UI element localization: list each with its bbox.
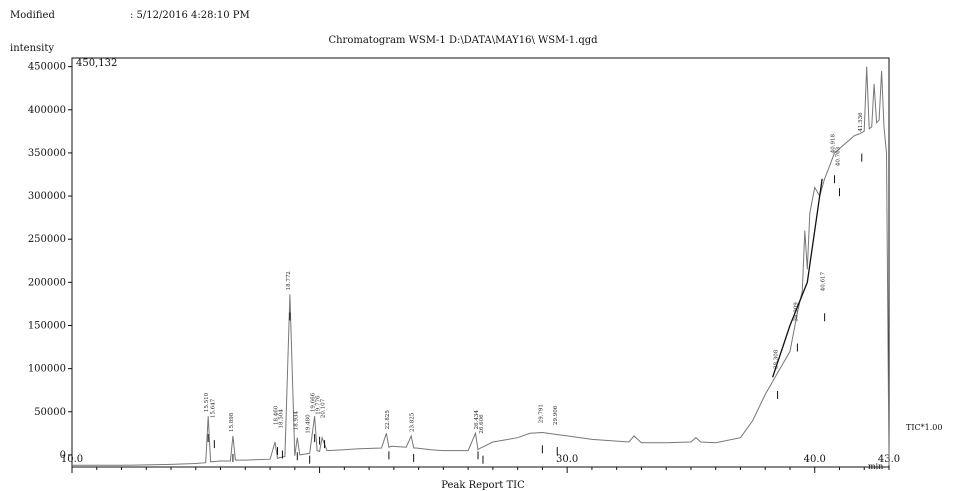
footer-label: Peak Report TIC xyxy=(441,480,525,491)
modified-label: Modified xyxy=(10,10,55,21)
y-tick-label: 350000 xyxy=(28,148,66,159)
peak-label: 19.480 xyxy=(306,414,312,434)
modified-value: : 5/12/2016 4:28:10 PM xyxy=(130,10,250,21)
baseline-segment xyxy=(772,178,823,378)
y-tick-label: 0 xyxy=(60,450,66,461)
x-tick-label: 40.0 xyxy=(804,454,826,465)
peak-label: 29.906 xyxy=(553,405,559,425)
y-tick-label: 450000 xyxy=(28,62,66,73)
peak-label: 26.434 xyxy=(474,410,480,430)
plot-frame xyxy=(71,57,890,468)
peak-label: 41.536 xyxy=(858,112,864,132)
peak-label: 22.825 xyxy=(385,410,391,430)
y-axis-ticks: 0 50000 100000 150000 200000 250000 300000 3500… xyxy=(28,62,72,461)
peak-label: 18.504 xyxy=(278,409,284,429)
peak-label: 40.763 xyxy=(835,146,841,166)
y-tick-label: 400000 xyxy=(28,105,66,116)
series-group xyxy=(72,66,890,466)
x-tick-label: 10.0 xyxy=(61,454,83,465)
peak-label: 38.308 xyxy=(774,349,780,369)
y-tick-label: 250000 xyxy=(28,234,66,245)
y-tick-label: 200000 xyxy=(28,277,66,288)
peak-label: 15.647 xyxy=(210,398,216,418)
peak-label: 38.909 xyxy=(793,302,799,322)
peak-label: 15.510 xyxy=(204,392,210,412)
y-tick-label: 100000 xyxy=(28,364,66,375)
x-tick-label: 30.0 xyxy=(556,454,578,465)
tic-label: TIC*1.00 xyxy=(906,423,942,432)
peak-label: 15.898 xyxy=(229,412,235,432)
max-intensity-label: 450,132 xyxy=(76,58,117,69)
peak-label: 20.107 xyxy=(321,398,327,418)
y-tick-label: 150000 xyxy=(28,320,66,331)
y-tick-label: 50000 xyxy=(34,407,66,418)
peak-label: 29.791 xyxy=(538,404,544,423)
peak-label: 23.825 xyxy=(410,412,416,432)
y-axis-label: intensity xyxy=(10,43,54,54)
peak-label: 26.606 xyxy=(479,414,485,434)
y-tick-label: 300000 xyxy=(28,191,66,202)
peak-label: 18.772 xyxy=(286,271,292,290)
peak-label: 40.918 xyxy=(831,133,837,153)
tic-trace xyxy=(72,66,890,466)
peak-label: 18.460 xyxy=(273,405,279,425)
peak-label: 18.934 xyxy=(293,410,299,430)
peak-label: 19.666 xyxy=(311,392,317,412)
peak-label: 40.617 xyxy=(821,272,827,292)
peak-label: 19.776 xyxy=(316,395,322,415)
chart-title: Chromatogram WSM-1 D:\DATA\MAY16\ WSM-1.… xyxy=(328,35,598,46)
